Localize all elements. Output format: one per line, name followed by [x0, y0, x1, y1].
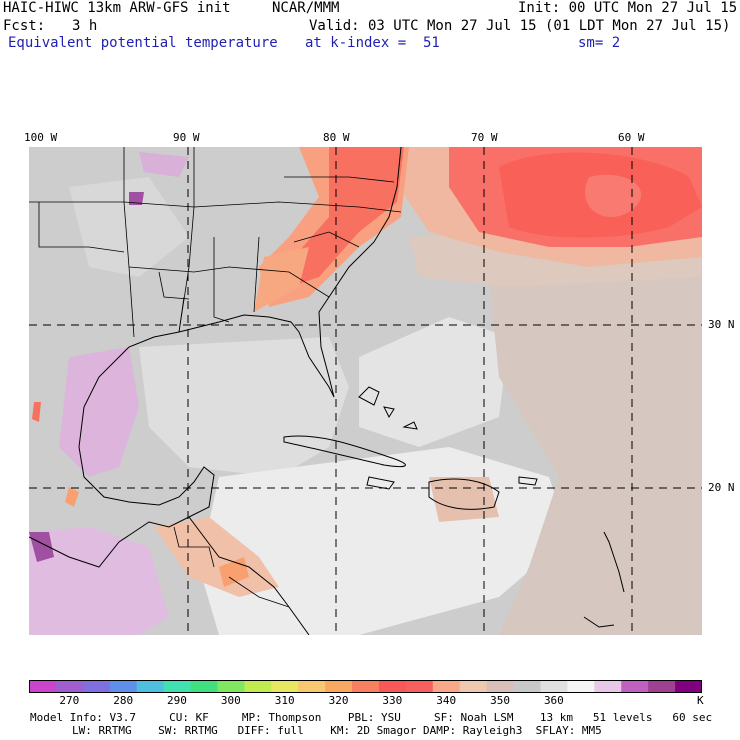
colorbar-unit: K: [697, 694, 704, 707]
organization: NCAR/MMM: [272, 0, 340, 16]
colorbar-cell: [486, 680, 515, 693]
colorbar-cell: [271, 680, 299, 693]
colorbar-cell: [352, 680, 380, 693]
level-index: at k-index = 51: [305, 35, 440, 51]
colorbar-tick-label: 300: [220, 694, 241, 707]
colorbar-tick-label: 280: [113, 694, 134, 707]
colorbar-cell: [675, 680, 702, 693]
lon-label-60w: 60 W: [618, 131, 645, 144]
colorbar-tick-label: 290: [167, 694, 187, 707]
colorbar-cell: [540, 680, 568, 693]
colorbar-cell: [244, 680, 272, 693]
colorbar-tick-label: 360: [543, 694, 564, 707]
lat-label-30n: 30 N: [708, 318, 735, 331]
colorbar-cell: [163, 680, 192, 693]
lat-label-20n: 20 N: [708, 481, 735, 494]
colorbar-cell: [55, 680, 84, 693]
colorbar-cell: [325, 680, 353, 693]
lon-label-90w: 90 W: [173, 131, 200, 144]
lon-label-100w: 100 W: [24, 131, 58, 144]
colorbar-cell: [109, 680, 138, 693]
purple-spot-mexico: [29, 532, 54, 562]
warm-band-core: [289, 147, 404, 287]
warm-atlantic-swirl: [584, 174, 642, 218]
purple-spot-north: [129, 192, 144, 205]
light-region-gulf: [139, 337, 349, 477]
colorbar-tick-label: 340: [436, 694, 457, 707]
theta-e-map: [29, 147, 702, 635]
colorbar-cell: [513, 680, 541, 693]
colorbar-cell: [82, 680, 111, 693]
coastlines: [29, 147, 625, 635]
grid-lines: [29, 147, 702, 635]
colorbar-cell: [190, 680, 218, 693]
smoothing: sm= 2: [578, 35, 621, 51]
colorbar-cell: [648, 680, 676, 693]
tan-region-hispaniola: [429, 477, 499, 522]
colorbar-cell: [217, 680, 245, 693]
light-region-bahamas: [359, 317, 509, 447]
colorbar-cell: [567, 680, 595, 693]
colorbar-cell: [459, 680, 488, 693]
tan-region-atlantic: [489, 257, 702, 635]
field-name: Equivalent potential temperature: [8, 35, 278, 51]
model-info-line1: Model Info: V3.7 CU: KF MP: Thompson PBL…: [30, 711, 713, 724]
colorbar-tick-label: 310: [274, 694, 295, 707]
valid-time: Valid: 03 UTC Mon 27 Jul 15 (01 LDT Mon …: [309, 18, 731, 34]
model-title: HAIC-HIWC 13km ARW-GFS init: [3, 0, 231, 16]
colorbar-tick-label: 330: [382, 694, 403, 707]
colorbar-cell: [432, 680, 461, 693]
colorbar-cell: [298, 680, 326, 693]
political-borders: [29, 147, 402, 608]
colorbar-cell: [405, 680, 434, 693]
init-time: Init: 00 UTC Mon 27 Jul 15: [518, 0, 738, 16]
orange-spot-mx: [65, 487, 79, 507]
colorbar-cell: [621, 680, 649, 693]
warm-band-ridge: [254, 247, 309, 312]
colorbar-tick-label: 320: [328, 694, 349, 707]
colorbar-tick-label: 270: [59, 694, 80, 707]
lon-label-80w: 80 W: [323, 131, 350, 144]
lon-label-70w: 70 W: [471, 131, 498, 144]
orange-spot-bay: [32, 402, 41, 422]
forecast-label: Fcst:: [3, 18, 46, 34]
colorbar: [29, 680, 702, 693]
model-info-line2: LW: RRTMG SW: RRTMG DIFF: full KM: 2D Sm…: [72, 724, 602, 737]
forecast-hour: 3 h: [72, 18, 98, 34]
colorbar-cell: [594, 680, 622, 693]
colorbar-cell: [29, 680, 57, 693]
colorbar-tick-label: 350: [490, 694, 510, 707]
colorbar-cell: [136, 680, 165, 693]
colorbar-cell: [378, 680, 407, 693]
purple-region-ok: [139, 152, 189, 177]
